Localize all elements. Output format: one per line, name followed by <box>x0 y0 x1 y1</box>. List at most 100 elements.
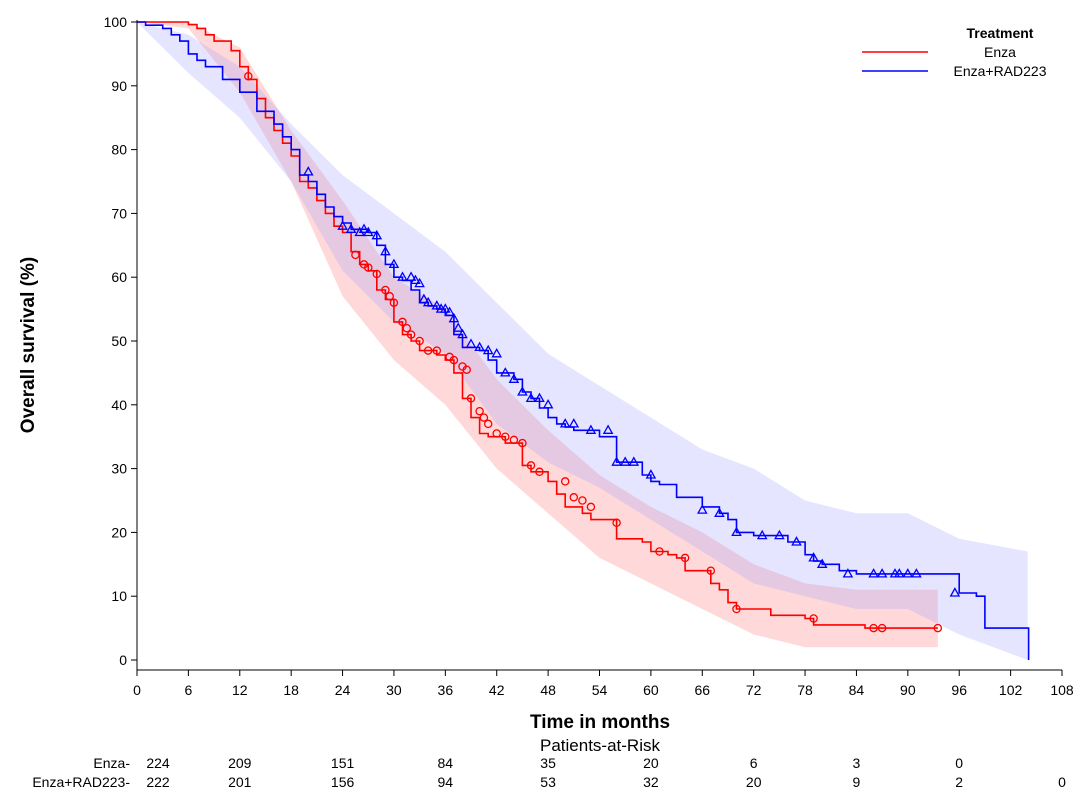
censor-marker-enza-rad223 <box>876 568 888 578</box>
censor-marker-enza <box>398 317 407 327</box>
confidence-bands <box>137 22 1028 660</box>
risk-count: 84 <box>438 755 454 771</box>
risk-count: 0 <box>955 755 963 771</box>
risk-row-label: Enza+RAD223- <box>32 774 130 790</box>
censor-marker-enza-rad223 <box>756 529 768 540</box>
y-tick-label: 70 <box>111 205 127 221</box>
y-tick-label: 30 <box>111 461 127 477</box>
x-tick-label: 72 <box>746 682 762 698</box>
censor-marker-enza-rad223 <box>791 536 802 546</box>
censor-marker-enza <box>569 493 579 502</box>
censor-marker-enza <box>389 298 399 307</box>
censor-marker-enza-rad223 <box>534 392 545 403</box>
x-tick-label: 0 <box>133 682 141 698</box>
axes: 0 10 20 30 40 50 60 70 80 90 100 0 6 12 18 24 30 36 42 48 54… <box>104 14 1074 698</box>
censor-markers <box>244 71 961 633</box>
x-tick-label: 30 <box>386 682 402 698</box>
x-tick-label: 102 <box>999 682 1023 698</box>
censor-marker-enza <box>475 406 484 416</box>
censor-marker-enza <box>364 263 373 272</box>
legend-title: Treatment <box>967 25 1034 41</box>
y-tick-label: 0 <box>119 652 127 668</box>
censor-marker-enza <box>501 432 510 441</box>
risk-count: 222 <box>146 774 170 790</box>
censor-marker-enza <box>655 547 664 556</box>
censor-marker-enza-rad223 <box>808 552 819 562</box>
censor-marker-enza-rad223 <box>842 568 854 578</box>
censor-marker-enza-rad223 <box>714 507 725 517</box>
censor-marker-enza <box>933 623 943 633</box>
censor-marker-enza-rad223 <box>517 386 528 396</box>
censor-marker-enza <box>351 250 360 260</box>
censor-marker-enza-rad223 <box>902 568 914 578</box>
censor-marker-enza-rad223 <box>444 306 455 316</box>
censor-marker-enza <box>560 477 570 486</box>
legend: Treatment Enza Enza+RAD223 <box>862 25 1047 79</box>
risk-count: 35 <box>540 755 556 771</box>
x-tick-label: 36 <box>438 682 454 698</box>
censor-marker-enza-rad223 <box>448 312 460 323</box>
censor-marker-enza <box>462 365 471 374</box>
x-tick-label: 90 <box>900 682 916 698</box>
censor-marker-enza-rad223 <box>628 456 640 466</box>
censor-marker-enza-rad223 <box>911 568 922 578</box>
censor-marker-enza-rad223 <box>362 226 374 237</box>
ci-band-enza-rad223 <box>137 22 1028 660</box>
censor-marker-enza-rad223 <box>696 504 708 514</box>
y-axis-label: Overall survival (%) <box>18 257 39 433</box>
censor-marker-enza-rad223 <box>949 587 961 597</box>
risk-count: 9 <box>853 774 861 790</box>
risk-count: 201 <box>228 774 252 790</box>
y-tick-label: 80 <box>111 142 127 158</box>
censor-marker-enza <box>466 394 476 403</box>
survival-line-enza <box>137 21 938 629</box>
censor-marker-enza-rad223 <box>602 424 614 434</box>
censor-marker-enza <box>509 435 519 445</box>
x-axis-label: Time in months <box>530 712 670 733</box>
risk-count: 3 <box>853 755 861 771</box>
censor-marker-enza-rad223 <box>474 341 485 352</box>
censor-marker-enza <box>869 623 878 633</box>
censor-marker-enza-rad223 <box>397 271 408 281</box>
risk-count: 0 <box>1058 774 1066 790</box>
censor-marker-enza <box>381 285 390 295</box>
censor-marker-enza-rad223 <box>482 344 494 355</box>
censor-marker-enza-rad223 <box>542 398 554 409</box>
risk-row-label: Enza- <box>93 755 130 771</box>
censor-marker-enza <box>586 502 596 512</box>
y-tick-label: 40 <box>111 397 127 413</box>
risk-count: 20 <box>643 755 659 771</box>
censor-marker-enza-rad223 <box>499 367 511 377</box>
censor-marker-enza-rad223 <box>302 166 314 176</box>
censor-marker-enza-rad223 <box>431 300 443 310</box>
censor-marker-enza <box>483 419 493 429</box>
censor-marker-enza-rad223 <box>405 271 417 281</box>
risk-count: 209 <box>228 755 252 771</box>
y-tick-label: 10 <box>111 588 127 604</box>
censor-marker-enza-rad223 <box>358 223 370 233</box>
censor-marker-enza <box>518 438 527 448</box>
x-tick-label: 18 <box>283 682 299 698</box>
censor-marker-enza-rad223 <box>585 424 597 434</box>
risk-count: 94 <box>438 774 454 790</box>
censor-marker-enza-rad223 <box>418 293 430 304</box>
censor-marker-enza-rad223 <box>452 322 464 332</box>
censor-marker-enza-rad223 <box>774 529 785 540</box>
censor-marker-enza <box>612 518 621 528</box>
risk-count: 20 <box>746 774 762 790</box>
risk-count: 156 <box>331 774 355 790</box>
censor-marker-enza-rad223 <box>568 418 580 428</box>
x-tick-label: 6 <box>184 682 192 698</box>
y-tick-label: 50 <box>111 333 127 349</box>
censor-marker-enza <box>706 566 716 575</box>
risk-table-title: Patients-at-Risk <box>540 736 660 755</box>
censor-marker-enza <box>406 330 416 339</box>
y-tick-label: 60 <box>111 269 127 285</box>
censor-marker-enza <box>402 323 412 333</box>
censor-marker-enza <box>423 346 433 355</box>
censor-marker-enza-rad223 <box>410 274 421 285</box>
y-tick-label: 20 <box>111 524 127 540</box>
censor-marker-enza-rad223 <box>816 558 828 568</box>
risk-count: 2 <box>955 774 963 790</box>
